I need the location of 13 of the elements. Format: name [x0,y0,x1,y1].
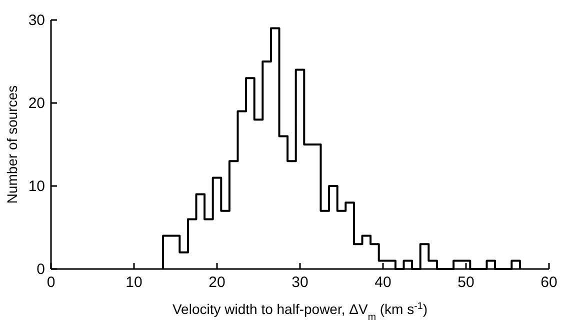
y-tick-label: 20 [28,95,45,112]
x-tick-label: 30 [292,274,308,291]
y-tick-label: 10 [28,178,45,195]
y-tick-label: 30 [28,12,45,29]
x-tick-label: 0 [46,274,56,291]
x-tick-label: 10 [126,274,142,291]
x-axis-title: Velocity width to half-power, ΔV$_{m}$ (km s$^{-1}$) [172,300,428,322]
y-tick-label: 0 [36,261,45,278]
y-axis-title: Number of sources [4,85,20,204]
x-tick-label: 40 [374,274,392,291]
x-tick-label: 20 [208,274,226,291]
x-tick-label: 60 [540,274,558,291]
x-tick-label: 50 [458,274,474,291]
